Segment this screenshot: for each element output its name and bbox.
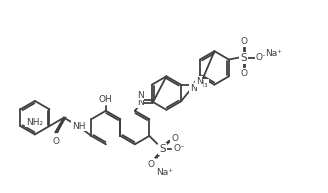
Text: S: S [159, 144, 166, 154]
Text: O: O [241, 69, 248, 78]
Text: O⁻: O⁻ [173, 144, 185, 153]
Text: NH₂: NH₂ [26, 118, 43, 127]
Text: O: O [171, 134, 178, 143]
Text: OH: OH [99, 95, 113, 104]
Text: Na⁺: Na⁺ [156, 168, 173, 177]
Text: S: S [240, 52, 247, 63]
Text: CH₃: CH₃ [193, 80, 208, 89]
Text: O⁻: O⁻ [256, 53, 267, 62]
Text: O: O [147, 160, 154, 168]
Text: O: O [241, 37, 248, 46]
Text: N: N [190, 84, 196, 93]
Text: N: N [137, 91, 144, 100]
Text: O: O [52, 137, 59, 146]
Text: N: N [137, 98, 144, 108]
Text: NH: NH [72, 122, 85, 131]
Text: N: N [196, 77, 202, 86]
Text: Na⁺: Na⁺ [265, 49, 282, 58]
